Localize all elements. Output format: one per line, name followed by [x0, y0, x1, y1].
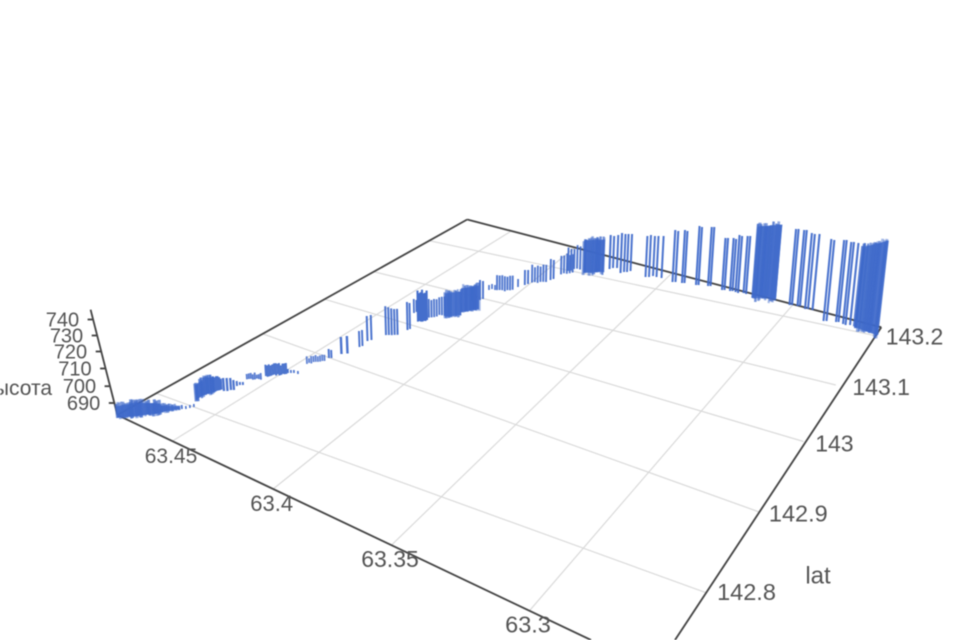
svg-text:730: 730 — [50, 326, 83, 348]
svg-text:700: 700 — [63, 376, 96, 398]
svg-text:143.2: 143.2 — [886, 324, 944, 350]
svg-text:143.1: 143.1 — [852, 374, 910, 400]
svg-text:63.35: 63.35 — [361, 546, 419, 572]
svg-text:720: 720 — [54, 342, 87, 364]
svg-text:690: 690 — [67, 393, 100, 415]
svg-text:высота: высота — [0, 377, 52, 400]
svg-text:63.4: 63.4 — [250, 491, 293, 516]
svg-text:710: 710 — [58, 359, 91, 381]
svg-text:143: 143 — [815, 431, 853, 457]
svg-text:lat: lat — [805, 563, 831, 590]
svg-text:63.3: 63.3 — [505, 612, 551, 638]
svg-text:740: 740 — [46, 310, 79, 332]
svg-text:142.9: 142.9 — [769, 501, 828, 527]
svg-text:63.45: 63.45 — [145, 445, 198, 468]
svg-text:142.8: 142.8 — [717, 579, 776, 605]
